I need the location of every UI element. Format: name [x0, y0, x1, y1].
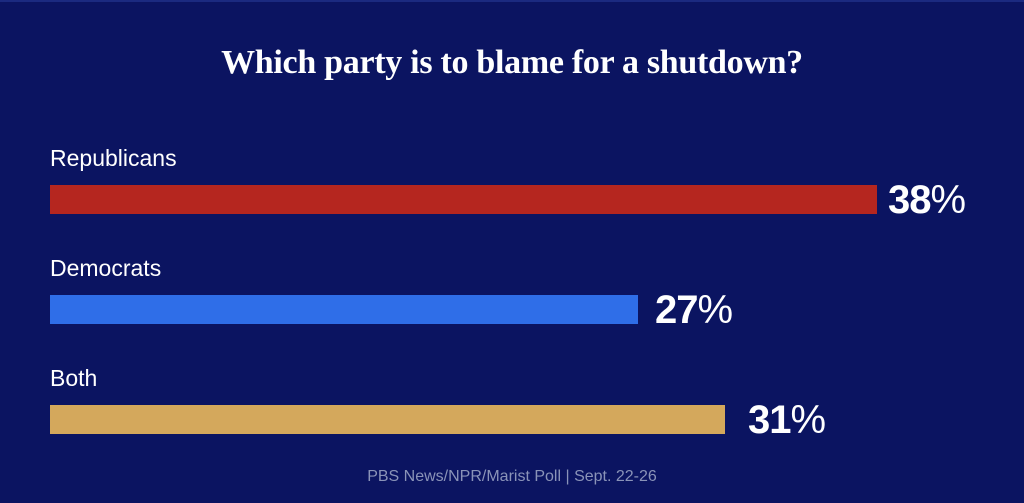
percent-sign: %	[697, 288, 734, 332]
value-number: 31	[748, 398, 791, 442]
bar-republicans	[50, 185, 877, 214]
value-both: 31%	[748, 398, 827, 442]
bar-democrats	[50, 295, 638, 324]
value-democrats: 27%	[655, 288, 734, 332]
percent-sign: %	[790, 398, 827, 442]
source-footer: PBS News/NPR/Marist Poll | Sept. 22-26	[367, 468, 657, 485]
value-number: 27	[655, 288, 698, 332]
top-border	[0, 0, 1024, 2]
bar-label-democrats: Democrats	[50, 255, 162, 281]
bar-label-republicans: Republicans	[50, 145, 177, 171]
bar-both	[50, 405, 725, 434]
bar-label-both: Both	[50, 365, 98, 391]
value-republicans: 38%	[888, 178, 967, 222]
percent-sign: %	[930, 178, 967, 222]
value-number: 38	[888, 178, 931, 222]
chart-title: Which party is to blame for a shutdown?	[221, 44, 803, 81]
